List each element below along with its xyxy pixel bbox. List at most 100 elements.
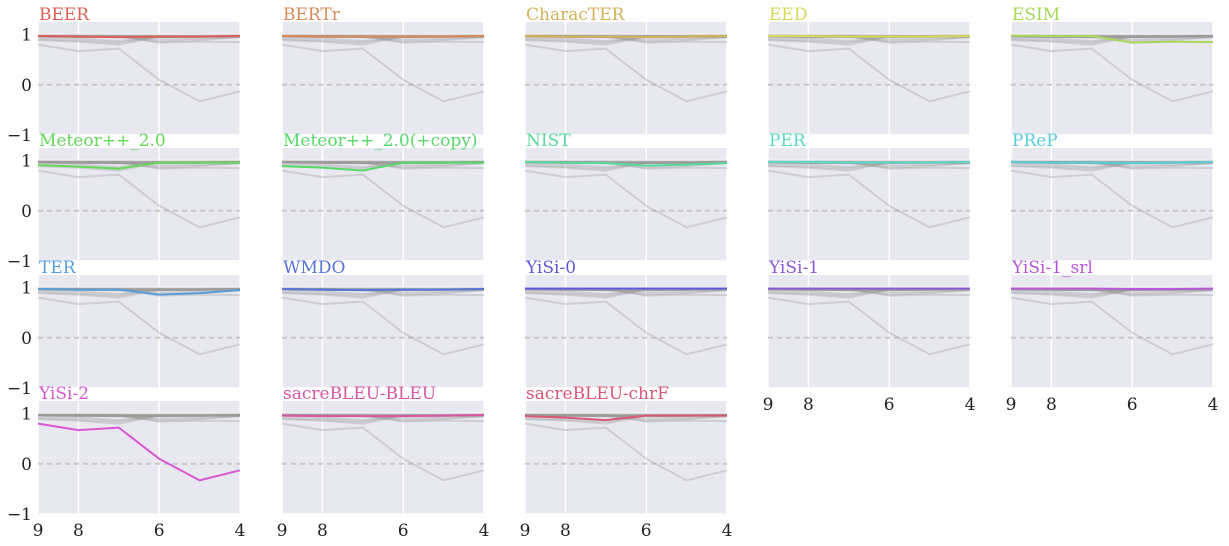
series-line <box>281 296 485 356</box>
series-line <box>37 414 241 418</box>
plot-background <box>38 275 240 388</box>
plot-background <box>282 401 484 514</box>
series-line <box>37 161 241 167</box>
y-tick-label: 1 <box>21 405 32 425</box>
x-tick-label: 9 <box>520 521 531 541</box>
y-tick-label: −1 <box>7 505 32 525</box>
series-line <box>37 414 240 422</box>
series-line <box>1010 35 1213 46</box>
series-line <box>37 422 241 482</box>
plot-background <box>38 401 240 514</box>
x-tick-label: 9 <box>33 521 44 541</box>
panel: NIST <box>524 131 728 262</box>
y-tick-label: 0 <box>21 202 32 222</box>
y-tick-label: 0 <box>21 76 32 96</box>
series-line <box>768 35 971 38</box>
series-line <box>37 414 241 418</box>
panel-title: Meteor++_2.0 <box>39 131 166 151</box>
series-line <box>37 414 240 425</box>
y-tick-label: −1 <box>7 379 32 399</box>
panel: TER 1 0 −1 <box>7 258 241 399</box>
series-line <box>1010 34 1214 44</box>
panel: sacreBLEU-chrF 9 8 6 4 <box>520 384 733 541</box>
panel-title: BERTr <box>283 5 341 25</box>
x-tick-label: 8 <box>1046 395 1057 415</box>
series-line <box>281 288 485 292</box>
plot-background <box>1011 275 1213 388</box>
plot-background <box>525 275 727 388</box>
x-tick-label: 8 <box>317 521 328 541</box>
series-line <box>1010 43 1214 103</box>
panel-title: TER <box>39 258 77 278</box>
series-line <box>1010 169 1214 229</box>
plot-background <box>768 275 970 388</box>
panel-title: YiSi-1_srl <box>1011 258 1093 278</box>
plot-background <box>282 22 484 135</box>
plot-background <box>38 22 240 135</box>
series-line <box>524 161 728 167</box>
panel-title: PER <box>769 131 807 151</box>
series-line <box>37 414 241 418</box>
series-line <box>767 169 971 229</box>
x-tick-label: 4 <box>965 395 976 415</box>
series-line <box>768 161 971 164</box>
panel-title: PReP <box>1012 131 1058 151</box>
series-line <box>37 169 241 229</box>
series-line <box>524 35 728 39</box>
series-line <box>524 169 728 229</box>
series-line <box>767 43 971 103</box>
panel-title: WMDO <box>283 258 345 278</box>
series-line <box>281 422 485 482</box>
series-line <box>524 288 727 297</box>
panel-title: YiSi-1 <box>768 258 819 278</box>
y-tick-label: 1 <box>21 26 32 46</box>
panel-title: sacreBLEU-chrF <box>526 384 669 404</box>
panel-title: CharacTER <box>526 5 626 25</box>
x-tick-label: 6 <box>884 395 895 415</box>
panel: YiSi-0 <box>524 258 728 389</box>
series-line <box>524 161 727 172</box>
series-line <box>1011 287 1214 291</box>
panel: BERTr <box>281 5 485 136</box>
series-line <box>767 288 970 296</box>
series-line <box>37 43 241 103</box>
series-line <box>37 288 241 296</box>
panel: YiSi-2 1 0 −19 8 6 4 <box>7 384 245 541</box>
x-tick-label: 6 <box>154 521 165 541</box>
plot-background <box>525 148 727 261</box>
series-line <box>1010 35 1214 39</box>
x-tick-label: 9 <box>1006 395 1017 415</box>
panel-title: sacreBLEU-BLEU <box>283 384 436 404</box>
x-tick-label: 8 <box>803 395 814 415</box>
series-line <box>767 288 970 299</box>
series-line <box>281 414 485 418</box>
plot-background <box>1011 148 1213 261</box>
x-tick-label: 6 <box>398 521 409 541</box>
series-line <box>37 414 241 422</box>
plot-background <box>282 275 484 388</box>
series-line <box>281 161 485 169</box>
x-tick-label: 4 <box>479 521 490 541</box>
panel: PER <box>767 131 971 262</box>
series-line <box>524 288 727 299</box>
panel-title: EED <box>769 5 807 25</box>
plot-background <box>768 148 970 261</box>
y-tick-label: 1 <box>21 152 32 172</box>
y-tick-label: −1 <box>7 252 32 272</box>
series-line <box>281 169 485 229</box>
panel: BEER 1 0 −1 <box>7 5 241 146</box>
series-line <box>524 43 728 103</box>
panel: PReP <box>1010 131 1214 262</box>
x-tick-label: 9 <box>277 521 288 541</box>
panel: Meteor++_2.0(+copy) <box>281 131 485 262</box>
x-tick-label: 6 <box>641 521 652 541</box>
series-line <box>281 160 485 170</box>
x-tick-label: 8 <box>560 521 571 541</box>
series-line <box>524 161 727 170</box>
x-tick-label: 6 <box>1127 395 1138 415</box>
series-line <box>37 161 240 170</box>
x-tick-label: 4 <box>1208 395 1219 415</box>
plot-background <box>525 22 727 135</box>
series-line <box>38 414 241 417</box>
